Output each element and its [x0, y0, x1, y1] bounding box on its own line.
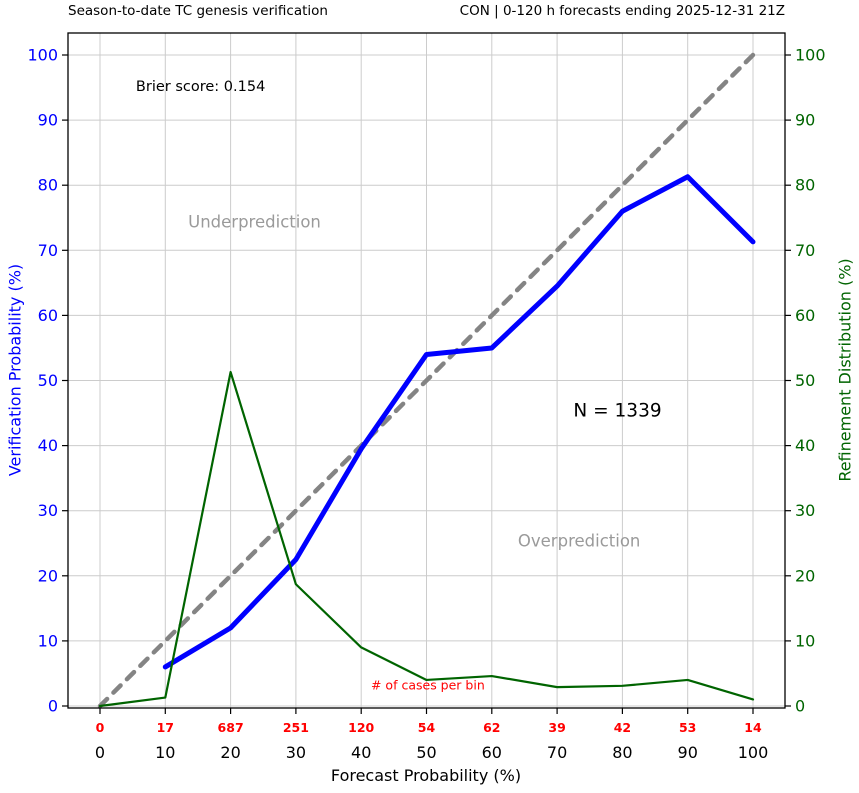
y-tick-label-right: 50 — [795, 371, 815, 390]
case-count-value: 42 — [614, 720, 631, 735]
y-tick-label-right: 90 — [795, 111, 815, 130]
x-tick-label: 60 — [482, 743, 502, 762]
y-tick-label-right: 0 — [795, 697, 805, 716]
x-tick-label: 70 — [547, 743, 567, 762]
y-tick-label-left: 30 — [38, 501, 58, 520]
case-count-value: 53 — [679, 720, 696, 735]
y-tick-label-right: 100 — [795, 46, 826, 65]
case-count-value: 120 — [348, 720, 374, 735]
x-tick-label: 40 — [351, 743, 371, 762]
y-tick-label-left: 100 — [27, 46, 58, 65]
y-tick-label-right: 80 — [795, 176, 815, 195]
case-count-value: 251 — [283, 720, 309, 735]
x-tick-label: 20 — [220, 743, 240, 762]
x-tick-label: 100 — [738, 743, 769, 762]
y-tick-label-left: 50 — [38, 371, 58, 390]
x-tick-label: 50 — [416, 743, 436, 762]
case-count-value: 14 — [744, 720, 762, 735]
figure-title-left: Season-to-date TC genesis verification — [68, 3, 328, 19]
x-tick-label: 10 — [155, 743, 175, 762]
y-tick-label-right: 60 — [795, 306, 815, 325]
figure-title-right: CON | 0-120 h forecasts ending 2025-12-3… — [459, 3, 785, 19]
y-tick-label-left: 70 — [38, 241, 58, 260]
x-tick-label: 30 — [286, 743, 306, 762]
y-tick-label-left: 10 — [38, 631, 58, 650]
annotation-n-1339: N = 1339 — [573, 400, 661, 421]
case-count-value: 54 — [418, 720, 436, 735]
series-verification-probability — [162, 174, 756, 670]
y-tick-label-right: 20 — [795, 566, 815, 585]
y-tick-label-right: 40 — [795, 436, 815, 455]
x-tick-label: 80 — [612, 743, 632, 762]
y-tick-label-left: 40 — [38, 436, 58, 455]
y-tick-label-left: 80 — [38, 176, 58, 195]
case-count-value: 62 — [483, 720, 500, 735]
series-refinement-distribution — [98, 370, 755, 708]
case-counts-label: # of cases per bin — [371, 678, 485, 693]
y-tick-label-right: 30 — [795, 501, 815, 520]
x-tick-label: 0 — [95, 743, 105, 762]
y-tick-label-left: 0 — [48, 697, 58, 716]
y-tick-label-right: 10 — [795, 631, 815, 650]
annotation-overprediction: Overprediction — [518, 532, 640, 551]
annotation-brier-score-0-154: Brier score: 0.154 — [136, 79, 265, 95]
y-tick-label-left: 20 — [38, 566, 58, 585]
y-tick-label-right: 70 — [795, 241, 815, 260]
series-perfect-reliability-diagonal — [97, 52, 756, 709]
x-tick-label: 90 — [678, 743, 698, 762]
case-count-value: 0 — [96, 720, 105, 735]
case-count-value: 39 — [548, 720, 565, 735]
case-count-value: 17 — [157, 720, 174, 735]
case-count-value: 687 — [218, 720, 244, 735]
y-tick-label-left: 60 — [38, 306, 58, 325]
x-axis-label: Forecast Probability (%) — [330, 766, 522, 785]
annotation-underprediction: Underprediction — [188, 213, 321, 232]
y-tick-label-left: 90 — [38, 111, 58, 130]
